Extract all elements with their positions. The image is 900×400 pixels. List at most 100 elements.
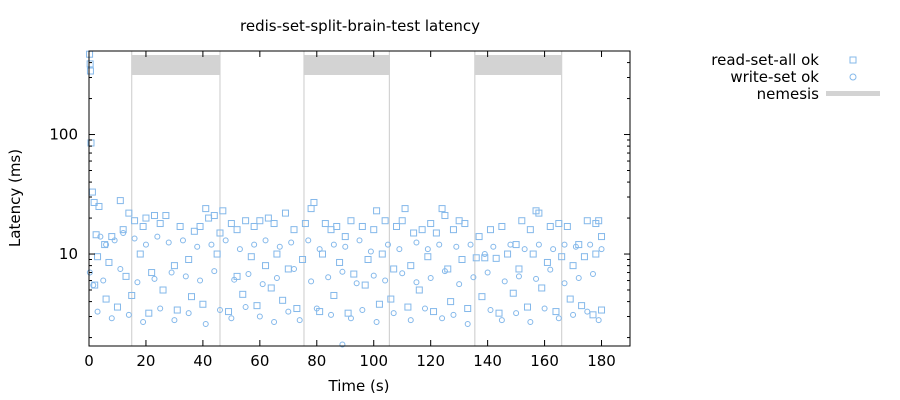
point-read-set-all — [595, 217, 603, 225]
point-read-set-all — [256, 217, 264, 225]
point-write-set — [347, 315, 354, 322]
point-write-set — [424, 246, 431, 253]
point-read-set-all — [86, 67, 94, 75]
point-read-set-all — [398, 217, 406, 225]
point-write-set — [157, 305, 164, 312]
point-read-set-all — [250, 222, 258, 230]
point-read-set-all — [415, 286, 423, 294]
point-write-set — [245, 271, 252, 278]
point-read-set-all — [589, 311, 597, 319]
point-read-set-all — [566, 295, 574, 303]
point-read-set-all — [373, 207, 381, 215]
point-read-set-all — [128, 291, 136, 299]
point-read-set-all — [321, 220, 329, 228]
point-read-set-all — [318, 250, 326, 258]
point-read-set-all — [375, 300, 383, 308]
point-write-set — [296, 317, 303, 324]
point-write-set — [179, 237, 186, 244]
point-read-set-all — [449, 226, 457, 234]
point-write-set — [90, 282, 97, 289]
x-tick-label: 40 — [193, 352, 212, 370]
point-read-set-all — [273, 250, 281, 258]
point-read-set-all — [378, 250, 386, 258]
point-write-set — [142, 241, 149, 248]
point-write-set — [256, 313, 263, 320]
point-read-set-all — [122, 272, 130, 280]
point-read-set-all — [316, 308, 324, 316]
point-read-set-all — [509, 289, 517, 297]
point-read-set-all — [307, 205, 315, 213]
point-write-set — [353, 280, 360, 287]
point-read-set-all — [427, 220, 435, 228]
point-read-set-all — [461, 220, 469, 228]
point-read-set-all — [336, 258, 344, 266]
x-tick-label: 160 — [530, 352, 559, 370]
point-write-set — [271, 318, 278, 325]
point-read-set-all — [370, 226, 378, 234]
point-read-set-all — [387, 295, 395, 303]
legend-nemesis-bar — [826, 91, 880, 96]
point-write-set — [384, 241, 391, 248]
point-write-set — [470, 274, 477, 281]
point-read-set-all — [495, 309, 503, 317]
point-write-set — [216, 307, 223, 314]
point-write-set — [97, 233, 104, 240]
point-read-set-all — [518, 217, 526, 225]
point-read-set-all — [327, 226, 335, 234]
point-read-set-all — [390, 265, 398, 273]
point-write-set — [547, 266, 554, 273]
nemesis-interval — [131, 55, 220, 75]
point-read-set-all — [578, 302, 586, 310]
point-read-set-all — [284, 265, 292, 273]
point-read-set-all — [598, 306, 606, 314]
point-write-set — [413, 239, 420, 246]
point-read-set-all — [464, 305, 472, 313]
point-write-set — [487, 307, 494, 314]
point-read-set-all — [512, 241, 520, 249]
point-write-set — [103, 241, 110, 248]
nemesis-layer — [131, 51, 563, 346]
point-write-set — [208, 241, 215, 248]
point-write-set — [587, 241, 594, 248]
point-read-set-all — [350, 270, 358, 278]
point-read-set-all — [139, 222, 147, 230]
point-read-set-all — [86, 60, 94, 68]
point-write-set — [285, 308, 292, 315]
point-write-set — [501, 278, 508, 285]
point-write-set — [481, 251, 488, 258]
x-tick-label: 120 — [416, 352, 445, 370]
point-read-set-all — [358, 222, 366, 230]
point-read-set-all — [583, 217, 591, 225]
point-write-set — [108, 315, 115, 322]
point-read-set-all — [219, 207, 227, 215]
x-tick-label: 100 — [359, 352, 388, 370]
point-write-set — [595, 317, 602, 324]
point-read-set-all — [281, 209, 289, 217]
point-write-set — [222, 237, 229, 244]
point-read-set-all — [563, 222, 571, 230]
point-read-set-all — [159, 286, 167, 294]
point-write-set — [171, 317, 178, 324]
point-write-set — [125, 311, 132, 318]
point-write-set — [413, 279, 420, 286]
point-write-set — [94, 308, 101, 315]
point-read-set-all — [478, 293, 486, 301]
point-read-set-all — [205, 214, 213, 222]
point-write-set — [484, 269, 491, 276]
point-read-set-all — [458, 256, 466, 264]
point-write-set — [490, 243, 497, 250]
point-read-set-all — [526, 226, 534, 234]
data-points — [86, 50, 606, 348]
legend-label-write-set: write-set ok — [730, 68, 819, 86]
point-read-set-all — [156, 220, 164, 228]
point-read-set-all — [555, 220, 563, 228]
point-read-set-all — [202, 205, 210, 213]
x-tick-label: 0 — [84, 352, 94, 370]
point-read-set-all — [145, 309, 153, 317]
legend-label-read-set-all: read-set-all ok — [711, 51, 819, 69]
point-read-set-all — [430, 308, 438, 316]
point-write-set — [342, 243, 349, 250]
point-read-set-all — [108, 233, 116, 241]
point-read-set-all — [410, 229, 418, 237]
point-write-set — [367, 248, 374, 255]
